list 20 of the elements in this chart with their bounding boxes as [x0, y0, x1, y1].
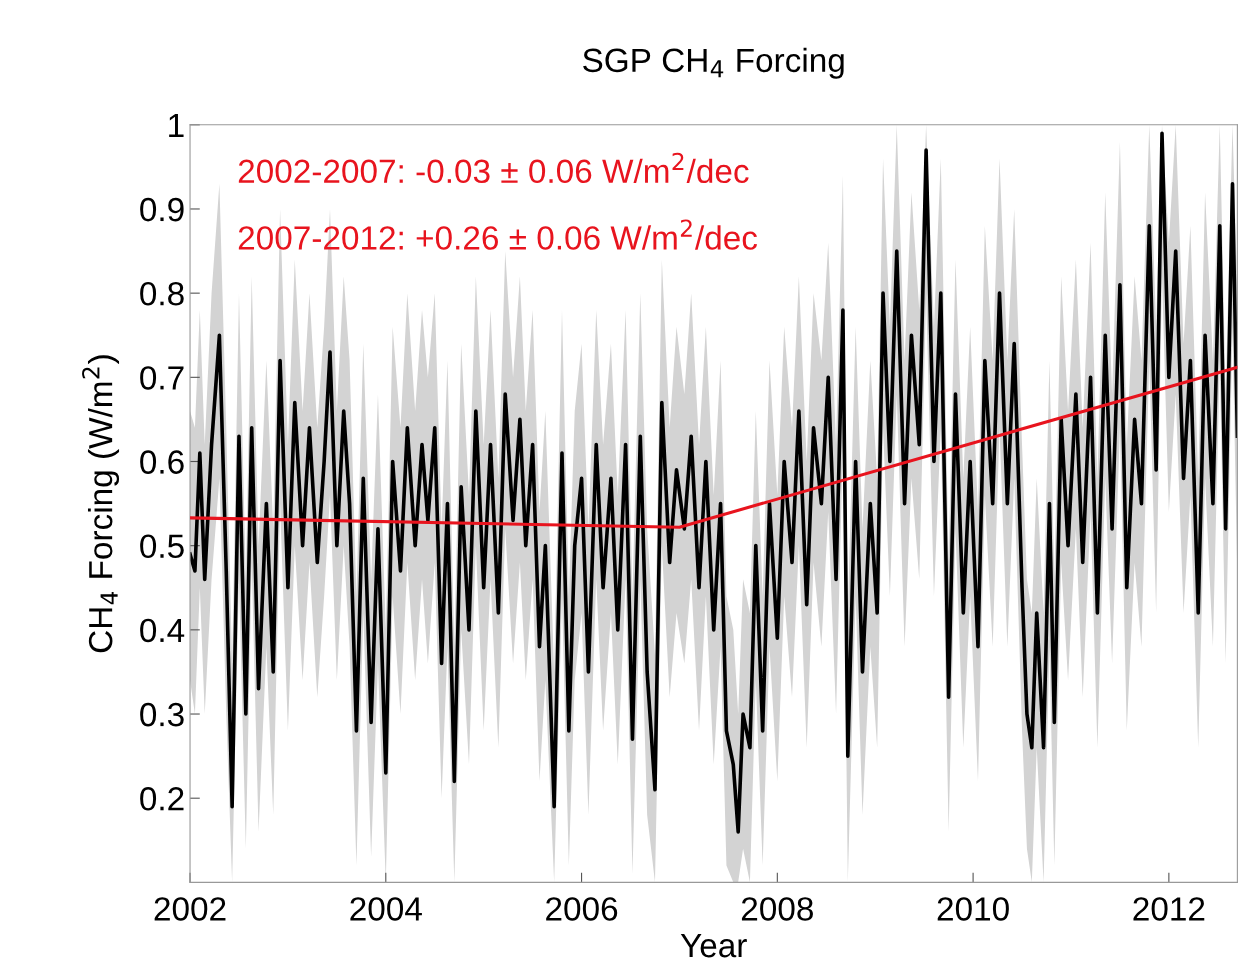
- x-tick-label: 2006: [546, 897, 618, 921]
- y-tick-label: 0.8: [140, 281, 184, 306]
- y-axis-title: CH$_{4}$ Forcing (W/m$^{2}$): [82, 355, 120, 653]
- x-tick-label: 2012: [1133, 897, 1205, 921]
- y-tick-label: 0.3: [140, 702, 184, 727]
- y-tick-label: 0.9: [140, 197, 184, 222]
- x-tick-label: 2002: [154, 897, 226, 921]
- x-axis-title: Year: [680, 934, 747, 958]
- y-tick-label: 0.2: [140, 787, 184, 811]
- annotation: 2007-2012: +0.26 ± 0.06 W/m$^{2}$/dec: [238, 219, 758, 250]
- x-tick-label: 2010: [937, 897, 1009, 921]
- y-tick-label: 0.4: [140, 618, 185, 643]
- y-tick-label: 0.5: [140, 534, 184, 559]
- y-tick-label: 0.7: [140, 366, 184, 390]
- x-tick-label: 2004: [350, 897, 422, 921]
- x-tick-label: 2008: [741, 897, 813, 921]
- annotation: 2002-2007: -0.03 ± 0.06 W/m$^{2}$/dec: [238, 152, 749, 184]
- chart-title: SGP CH$_{4}$ Forcing: [583, 47, 844, 79]
- y-tick-label: 1: [169, 113, 184, 137]
- y-tick-label: 0.6: [140, 450, 184, 474]
